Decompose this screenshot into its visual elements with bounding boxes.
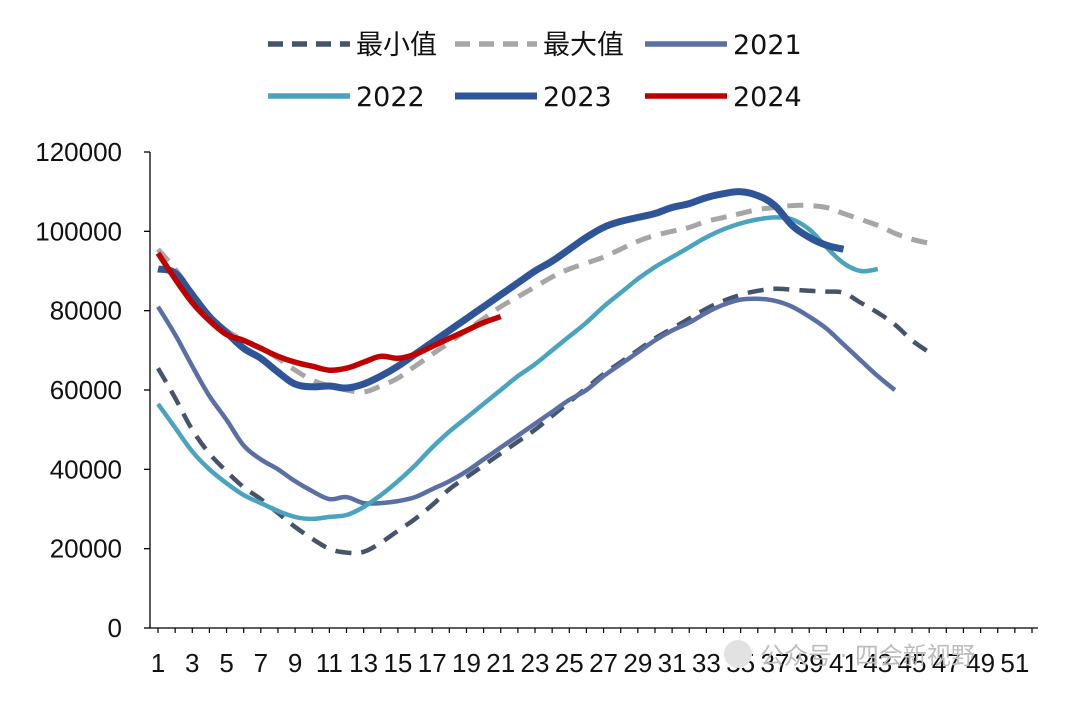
y-tick-label: 120000 (35, 137, 122, 167)
series-layer (155, 188, 931, 556)
legend-label-2: 最大值 (543, 30, 624, 61)
x-tick-label: 21 (486, 648, 515, 678)
x-tick-label: 45 (898, 648, 927, 678)
x-tick-label: 39 (795, 648, 824, 678)
x-tick-label: 3 (185, 648, 199, 678)
x-tick-label: 51 (1000, 648, 1029, 678)
x-tick-label: 31 (658, 648, 687, 678)
y-tick-label: 100000 (35, 216, 122, 246)
y-tick-label: 60000 (50, 375, 122, 405)
legend-label-5: 2023 (543, 82, 612, 113)
x-tick-label: 9 (288, 648, 302, 678)
y-tick-label: 80000 (50, 296, 122, 326)
x-tick-label: 37 (760, 648, 789, 678)
x-tick-label: 29 (623, 648, 652, 678)
legend-label-1: 最小值 (356, 30, 437, 61)
watermark-text: 公众号 · 四会新视野 (760, 642, 975, 670)
x-tick-label: 33 (692, 648, 721, 678)
x-tick-label: 13 (349, 648, 378, 678)
legend-label-3: 2021 (733, 30, 802, 61)
series-line-2 (156, 202, 930, 395)
wechat-icon (724, 640, 752, 668)
watermark: 公众号 · 四会新视野 (724, 640, 975, 670)
x-tick-label: 47 (932, 648, 961, 678)
series-line-6 (155, 251, 502, 374)
legend-label-4: 2022 (356, 82, 425, 113)
x-tick-label: 5 (219, 648, 233, 678)
x-tick-label: 23 (521, 648, 550, 678)
x-tick-label: 1 (151, 648, 165, 678)
y-tick-label: 0 (108, 613, 122, 643)
series-line-5 (157, 188, 845, 392)
x-tick-label: 11 (316, 648, 343, 678)
series-line-3 (156, 296, 897, 506)
legend: 最小值 最大值 2021 2022 2023 2024 (268, 30, 802, 113)
y-tick-label: 40000 (50, 454, 122, 484)
x-tick-label: 19 (452, 648, 481, 678)
x-tick-label: 49 (966, 648, 995, 678)
x-tick-label: 7 (254, 648, 268, 678)
x-tick-label: 15 (383, 648, 412, 678)
legend-label-6: 2024 (733, 82, 802, 113)
x-tick-label: 41 (829, 648, 858, 678)
series-line-4 (156, 215, 879, 522)
x-tick-label: 25 (555, 648, 584, 678)
x-tick-label: 17 (418, 648, 447, 678)
y-tick-label: 20000 (50, 534, 122, 564)
x-tick-label: 43 (863, 648, 892, 678)
series-line-1 (156, 286, 931, 556)
x-tick-label: 27 (589, 648, 618, 678)
